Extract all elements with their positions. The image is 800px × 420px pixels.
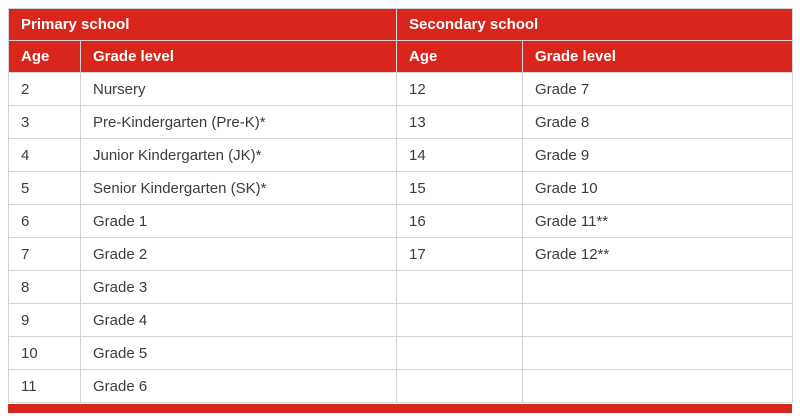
grade-level-table: Primary school Secondary school Age Grad… bbox=[7, 8, 794, 403]
secondary-grade-cell bbox=[522, 369, 794, 403]
secondary-age-cell: 13 bbox=[396, 105, 524, 139]
secondary-age-cell: 12 bbox=[396, 72, 524, 106]
table-row: 5 Senior Kindergarten (SK)* 15 Grade 10 bbox=[8, 171, 794, 205]
table-row: 4 Junior Kindergarten (JK)* 14 Grade 9 bbox=[8, 138, 794, 172]
secondary-age-cell: 16 bbox=[396, 204, 524, 238]
table-row: 6 Grade 1 16 Grade 11** bbox=[8, 204, 794, 238]
secondary-grade-cell: Grade 8 bbox=[522, 105, 794, 139]
primary-grade-cell: Grade 3 bbox=[79, 270, 398, 304]
primary-age-cell: 11 bbox=[8, 369, 81, 403]
primary-grade-cell: Grade 6 bbox=[79, 369, 398, 403]
table-row: 7 Grade 2 17 Grade 12** bbox=[8, 237, 794, 271]
primary-grade-cell: Senior Kindergarten (SK)* bbox=[79, 171, 398, 205]
secondary-grade-cell bbox=[522, 270, 794, 304]
secondary-grade-column-header: Grade level bbox=[522, 40, 794, 73]
secondary-age-cell: 14 bbox=[396, 138, 524, 172]
primary-age-cell: 5 bbox=[8, 171, 81, 205]
secondary-age-cell bbox=[396, 303, 524, 337]
table-row: 8 Grade 3 bbox=[8, 270, 794, 304]
secondary-age-cell bbox=[396, 369, 524, 403]
primary-age-cell: 3 bbox=[8, 105, 81, 139]
primary-age-cell: 4 bbox=[8, 138, 81, 172]
secondary-age-cell: 17 bbox=[396, 237, 524, 271]
primary-grade-cell: Grade 4 bbox=[79, 303, 398, 337]
primary-age-cell: 10 bbox=[8, 336, 81, 370]
primary-grade-cell: Pre-Kindergarten (Pre-K)* bbox=[79, 105, 398, 139]
primary-age-cell: 2 bbox=[8, 72, 81, 106]
secondary-grade-cell bbox=[522, 336, 794, 370]
secondary-grade-cell: Grade 11** bbox=[522, 204, 794, 238]
secondary-age-cell bbox=[396, 270, 524, 304]
secondary-age-column-header: Age bbox=[396, 40, 524, 73]
primary-age-cell: 9 bbox=[8, 303, 81, 337]
secondary-grade-cell: Grade 7 bbox=[522, 72, 794, 106]
table-row: 11 Grade 6 bbox=[8, 369, 794, 403]
secondary-grade-cell: Grade 10 bbox=[522, 171, 794, 205]
primary-age-cell: 8 bbox=[8, 270, 81, 304]
primary-age-column-header: Age bbox=[8, 40, 81, 73]
secondary-grade-cell: Grade 9 bbox=[522, 138, 794, 172]
secondary-age-cell bbox=[396, 336, 524, 370]
primary-grade-cell: Nursery bbox=[79, 72, 398, 106]
secondary-school-section-header: Secondary school bbox=[396, 8, 794, 41]
primary-school-section-header: Primary school bbox=[7, 8, 398, 41]
primary-age-cell: 6 bbox=[8, 204, 81, 238]
primary-age-cell: 7 bbox=[8, 237, 81, 271]
primary-grade-cell: Grade 1 bbox=[79, 204, 398, 238]
primary-grade-cell: Grade 2 bbox=[79, 237, 398, 271]
table-footer-bar bbox=[8, 404, 792, 413]
primary-grade-cell: Grade 5 bbox=[79, 336, 398, 370]
table-body: 2 Nursery 12 Grade 7 3 Pre-Kindergarten (Pre-… bbox=[8, 72, 794, 403]
table-row: 9 Grade 4 bbox=[8, 303, 794, 337]
secondary-age-cell: 15 bbox=[396, 171, 524, 205]
secondary-grade-cell: Grade 12** bbox=[522, 237, 794, 271]
table-row: 10 Grade 5 bbox=[8, 336, 794, 370]
table-row: 3 Pre-Kindergarten (Pre-K)* 13 Grade 8 bbox=[8, 105, 794, 139]
primary-grade-cell: Junior Kindergarten (JK)* bbox=[79, 138, 398, 172]
column-header-row: Age Grade level Age Grade level bbox=[8, 40, 794, 73]
section-header-row: Primary school Secondary school bbox=[7, 8, 794, 41]
table-row: 2 Nursery 12 Grade 7 bbox=[8, 72, 794, 106]
primary-grade-column-header: Grade level bbox=[79, 40, 398, 73]
secondary-grade-cell bbox=[522, 303, 794, 337]
